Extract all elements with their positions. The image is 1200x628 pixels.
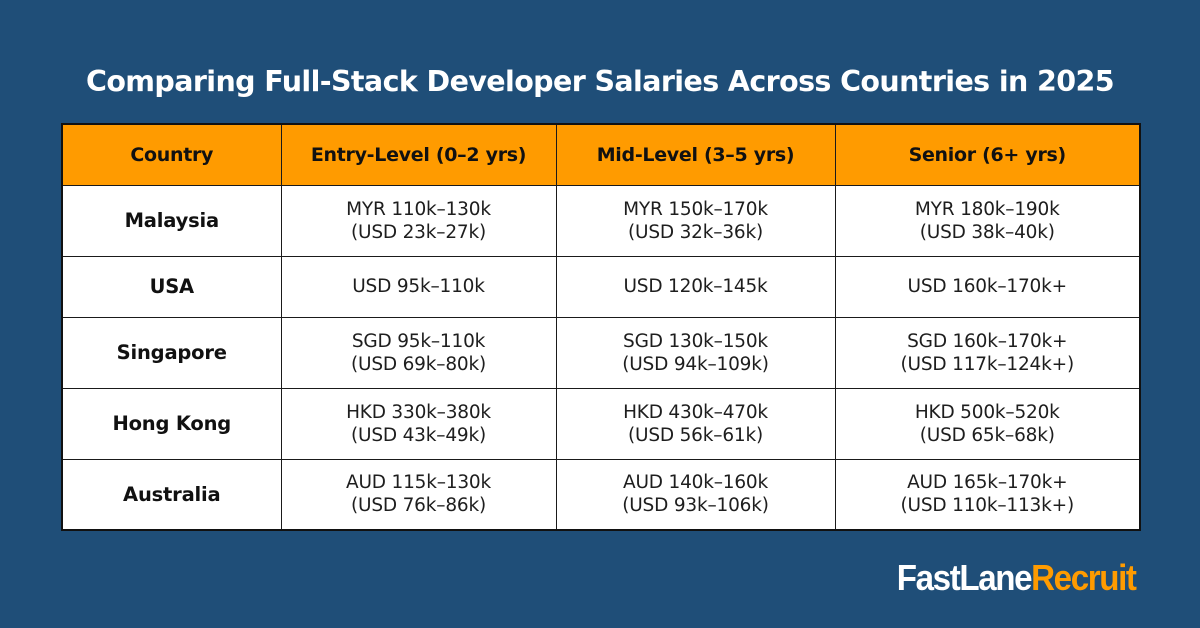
- local-salary: HKD 330k–380k: [346, 401, 491, 423]
- salary-comparison-table: Country Entry-Level (0–2 yrs) Mid-Level …: [61, 123, 1141, 531]
- usd-salary: (USD 93k–106k): [622, 495, 769, 517]
- country-cell: Hong Kong: [61, 387, 282, 460]
- usd-salary: (USD 94k–109k): [622, 353, 769, 375]
- local-salary: SGD 130k–150k: [623, 330, 768, 352]
- usd-salary: (USD 117k–124k+): [900, 353, 1075, 375]
- mid-salary-cell: MYR 150k–170k (USD 32k–36k): [555, 184, 836, 257]
- local-salary: HKD 500k–520k: [914, 401, 1060, 423]
- entry-salary-cell: HKD 330k–380k (USD 43k–49k): [280, 387, 557, 460]
- mid-salary-cell: HKD 430k–470k (USD 56k–61k): [555, 387, 836, 460]
- local-salary: AUD 115k–130k: [345, 472, 492, 494]
- usd-salary: (USD 38k–40k): [919, 221, 1055, 243]
- local-salary: MYR 110k–130k: [346, 198, 491, 220]
- entry-salary-cell: SGD 95k–110k (USD 69k–80k): [280, 316, 557, 389]
- senior-salary-cell: AUD 165k–170k+ (USD 110k–113k+): [834, 458, 1141, 531]
- header-country: Country: [61, 123, 282, 186]
- usd-salary: (USD 110k–113k+): [900, 495, 1075, 517]
- local-salary: USD 120k–145k: [623, 276, 768, 297]
- usd-salary: (USD 76k–86k): [350, 495, 486, 517]
- table-row-malaysia: Malaysia MYR 110k–130k (USD 23k–27k) MYR…: [61, 184, 1141, 257]
- local-salary: HKD 430k–470k: [623, 401, 768, 423]
- table-header-row: Country Entry-Level (0–2 yrs) Mid-Level …: [61, 123, 1141, 186]
- country-cell: Australia: [61, 458, 282, 531]
- local-salary: MYR 180k–190k: [914, 198, 1060, 220]
- fastlanerecruit-logo: FastLaneRecruit: [897, 556, 1138, 600]
- local-salary: AUD 165k–170k+: [907, 472, 1068, 494]
- entry-salary-cell: MYR 110k–130k (USD 23k–27k): [280, 184, 557, 257]
- usd-salary: (USD 43k–49k): [350, 424, 486, 446]
- page-title: Comparing Full-Stack Developer Salaries …: [86, 65, 1115, 98]
- local-salary: MYR 150k–170k: [623, 198, 768, 220]
- table-row-usa: USA USD 95k–110k USD 120k–145k USD 160k–…: [61, 255, 1141, 318]
- header-mid-level: Mid-Level (3–5 yrs): [555, 123, 836, 186]
- entry-salary-cell: USD 95k–110k: [280, 255, 557, 318]
- logo-text-recruit: Recruit: [1031, 557, 1138, 598]
- header-entry-level: Entry-Level (0–2 yrs): [280, 123, 557, 186]
- table-row-australia: Australia AUD 115k–130k (USD 76k–86k) AU…: [61, 458, 1141, 531]
- local-salary: AUD 140k–160k: [622, 472, 769, 494]
- mid-salary-cell: AUD 140k–160k (USD 93k–106k): [555, 458, 836, 531]
- entry-salary-cell: AUD 115k–130k (USD 76k–86k): [280, 458, 557, 531]
- usd-salary: (USD 32k–36k): [627, 221, 763, 243]
- table-row-hong-kong: Hong Kong HKD 330k–380k (USD 43k–49k) HK…: [61, 387, 1141, 460]
- table-row-singapore: Singapore SGD 95k–110k (USD 69k–80k) SGD…: [61, 316, 1141, 389]
- country-cell: Malaysia: [61, 184, 282, 257]
- local-salary: SGD 160k–170k+: [907, 330, 1068, 352]
- usd-salary: (USD 56k–61k): [627, 424, 763, 446]
- country-cell: USA: [61, 255, 282, 318]
- local-salary: SGD 95k–110k: [351, 330, 486, 352]
- mid-salary-cell: SGD 130k–150k (USD 94k–109k): [555, 316, 836, 389]
- header-senior: Senior (6+ yrs): [834, 123, 1141, 186]
- local-salary: USD 95k–110k: [352, 276, 485, 297]
- mid-salary-cell: USD 120k–145k: [555, 255, 836, 318]
- logo-text-fastlane: FastLane: [897, 557, 1033, 598]
- senior-salary-cell: HKD 500k–520k (USD 65k–68k): [834, 387, 1141, 460]
- usd-salary: (USD 65k–68k): [919, 424, 1055, 446]
- usd-salary: (USD 23k–27k): [350, 221, 486, 243]
- country-cell: Singapore: [61, 316, 282, 389]
- senior-salary-cell: USD 160k–170k+: [834, 255, 1141, 318]
- usd-salary: (USD 69k–80k): [350, 353, 486, 375]
- local-salary: USD 160k–170k+: [907, 276, 1068, 297]
- senior-salary-cell: MYR 180k–190k (USD 38k–40k): [834, 184, 1141, 257]
- senior-salary-cell: SGD 160k–170k+ (USD 117k–124k+): [834, 316, 1141, 389]
